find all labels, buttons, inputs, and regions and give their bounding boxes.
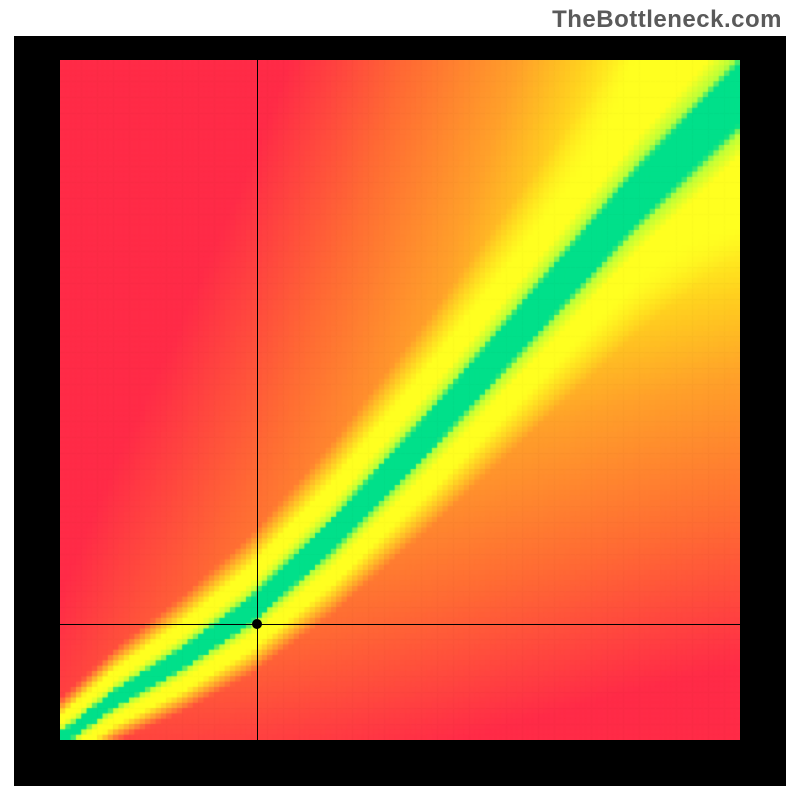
bottleneck-heatmap [60, 60, 740, 740]
crosshair-horizontal [60, 624, 740, 625]
watermark-text: TheBottleneck.com [552, 6, 782, 34]
crosshair-vertical [257, 60, 258, 740]
